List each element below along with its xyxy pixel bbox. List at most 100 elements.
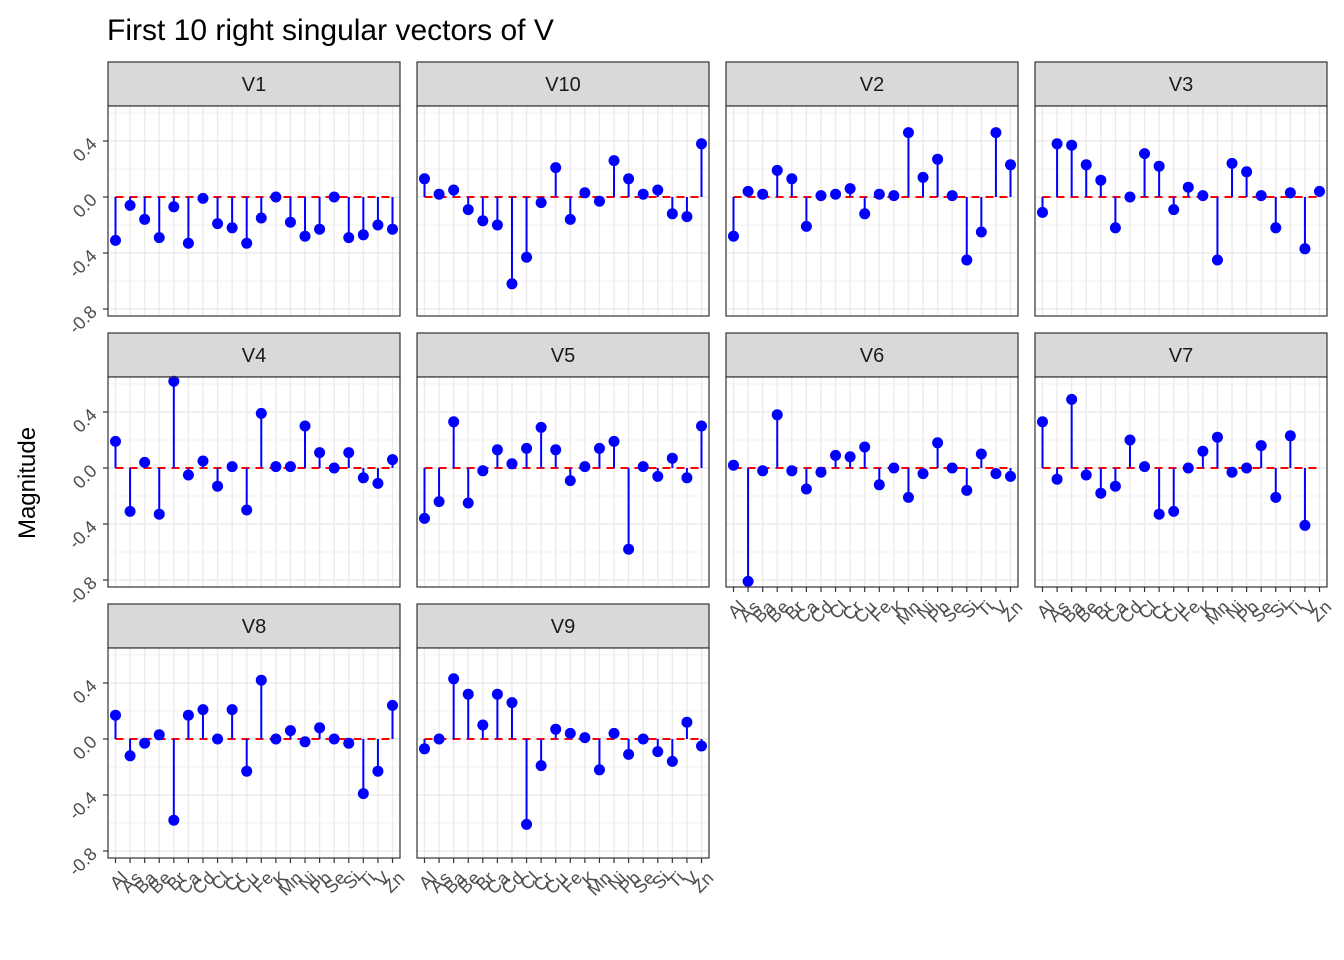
facet-strip bbox=[416, 332, 710, 378]
data-point bbox=[681, 716, 693, 728]
data-point bbox=[521, 818, 533, 830]
data-point bbox=[535, 421, 547, 433]
y-tick-label: 0.4 bbox=[69, 405, 101, 437]
data-point bbox=[357, 788, 369, 800]
facet-panel-v5: V5 bbox=[416, 332, 710, 588]
data-point bbox=[357, 229, 369, 241]
data-point bbox=[990, 127, 1002, 139]
data-point bbox=[975, 448, 987, 460]
data-point bbox=[1109, 480, 1121, 492]
data-point bbox=[681, 211, 693, 223]
data-point bbox=[419, 173, 430, 185]
data-point bbox=[1211, 254, 1223, 266]
data-point bbox=[593, 442, 605, 454]
data-point bbox=[299, 420, 311, 432]
data-point bbox=[902, 491, 914, 503]
data-point bbox=[1139, 148, 1151, 160]
data-point bbox=[255, 407, 267, 419]
data-point bbox=[110, 234, 121, 246]
data-point bbox=[564, 475, 576, 487]
data-point bbox=[771, 164, 783, 176]
plot-background bbox=[417, 106, 709, 316]
data-point bbox=[284, 461, 296, 473]
data-point bbox=[1051, 138, 1063, 150]
data-point bbox=[873, 188, 885, 200]
panel-border bbox=[1034, 376, 1328, 588]
data-point bbox=[462, 204, 474, 216]
data-point bbox=[506, 278, 518, 290]
data-point bbox=[212, 480, 224, 492]
data-point bbox=[1124, 434, 1136, 446]
data-point bbox=[153, 729, 165, 741]
panel-border bbox=[416, 647, 710, 859]
data-point bbox=[1241, 166, 1253, 178]
data-point bbox=[1153, 508, 1165, 520]
data-point bbox=[932, 437, 944, 449]
data-point bbox=[212, 218, 224, 230]
data-point bbox=[168, 814, 180, 826]
data-point bbox=[182, 469, 194, 481]
data-point bbox=[299, 736, 311, 748]
data-point bbox=[1005, 470, 1016, 482]
data-point bbox=[637, 461, 649, 473]
data-point bbox=[608, 435, 620, 447]
data-point bbox=[1168, 204, 1180, 216]
data-point bbox=[343, 737, 355, 749]
y-tick-label: 0.0 bbox=[69, 190, 101, 222]
data-point bbox=[815, 466, 827, 478]
data-point bbox=[1037, 206, 1048, 218]
facet-panel-v3: V3 bbox=[1034, 61, 1328, 317]
data-point bbox=[226, 461, 238, 473]
data-point bbox=[844, 451, 856, 463]
plot-background bbox=[108, 377, 400, 587]
data-point bbox=[433, 733, 445, 745]
panel-border bbox=[1034, 105, 1328, 317]
data-point bbox=[284, 725, 296, 737]
data-point bbox=[387, 699, 398, 711]
data-point bbox=[1037, 416, 1048, 428]
data-point bbox=[372, 765, 384, 777]
data-point bbox=[666, 208, 678, 220]
data-point bbox=[182, 237, 194, 249]
data-point bbox=[139, 456, 151, 468]
data-point bbox=[314, 722, 326, 734]
data-point bbox=[844, 183, 856, 195]
data-point bbox=[873, 479, 885, 491]
data-point bbox=[433, 188, 445, 200]
data-point bbox=[110, 709, 121, 721]
plot-background bbox=[417, 648, 709, 858]
data-point bbox=[990, 468, 1002, 480]
data-point bbox=[637, 188, 649, 200]
data-point bbox=[1066, 139, 1078, 151]
data-point bbox=[564, 213, 576, 225]
data-point bbox=[343, 447, 355, 459]
facet-strip-label: V2 bbox=[860, 74, 884, 96]
plot-background bbox=[726, 377, 1018, 587]
data-point bbox=[800, 483, 812, 495]
data-point bbox=[212, 733, 224, 745]
data-point bbox=[241, 504, 253, 516]
data-point bbox=[343, 232, 355, 244]
data-point bbox=[1095, 487, 1107, 499]
data-point bbox=[372, 477, 384, 489]
data-point bbox=[387, 454, 398, 466]
data-point bbox=[1241, 462, 1253, 474]
data-point bbox=[1255, 440, 1267, 452]
data-point bbox=[652, 470, 664, 482]
data-point bbox=[608, 727, 620, 739]
plot-background bbox=[1035, 106, 1327, 316]
data-point bbox=[284, 216, 296, 228]
data-point bbox=[255, 212, 267, 224]
plot-background bbox=[417, 377, 709, 587]
y-tick-label: 0.0 bbox=[69, 732, 101, 764]
panel-border bbox=[725, 105, 1019, 317]
data-point bbox=[652, 746, 664, 758]
facet-strip-label: V10 bbox=[545, 74, 581, 96]
facet-strip-label: V4 bbox=[242, 345, 266, 367]
data-point bbox=[1197, 445, 1209, 457]
data-point bbox=[153, 508, 165, 520]
facet-strip-label: V9 bbox=[551, 616, 575, 638]
data-point bbox=[1270, 491, 1282, 503]
